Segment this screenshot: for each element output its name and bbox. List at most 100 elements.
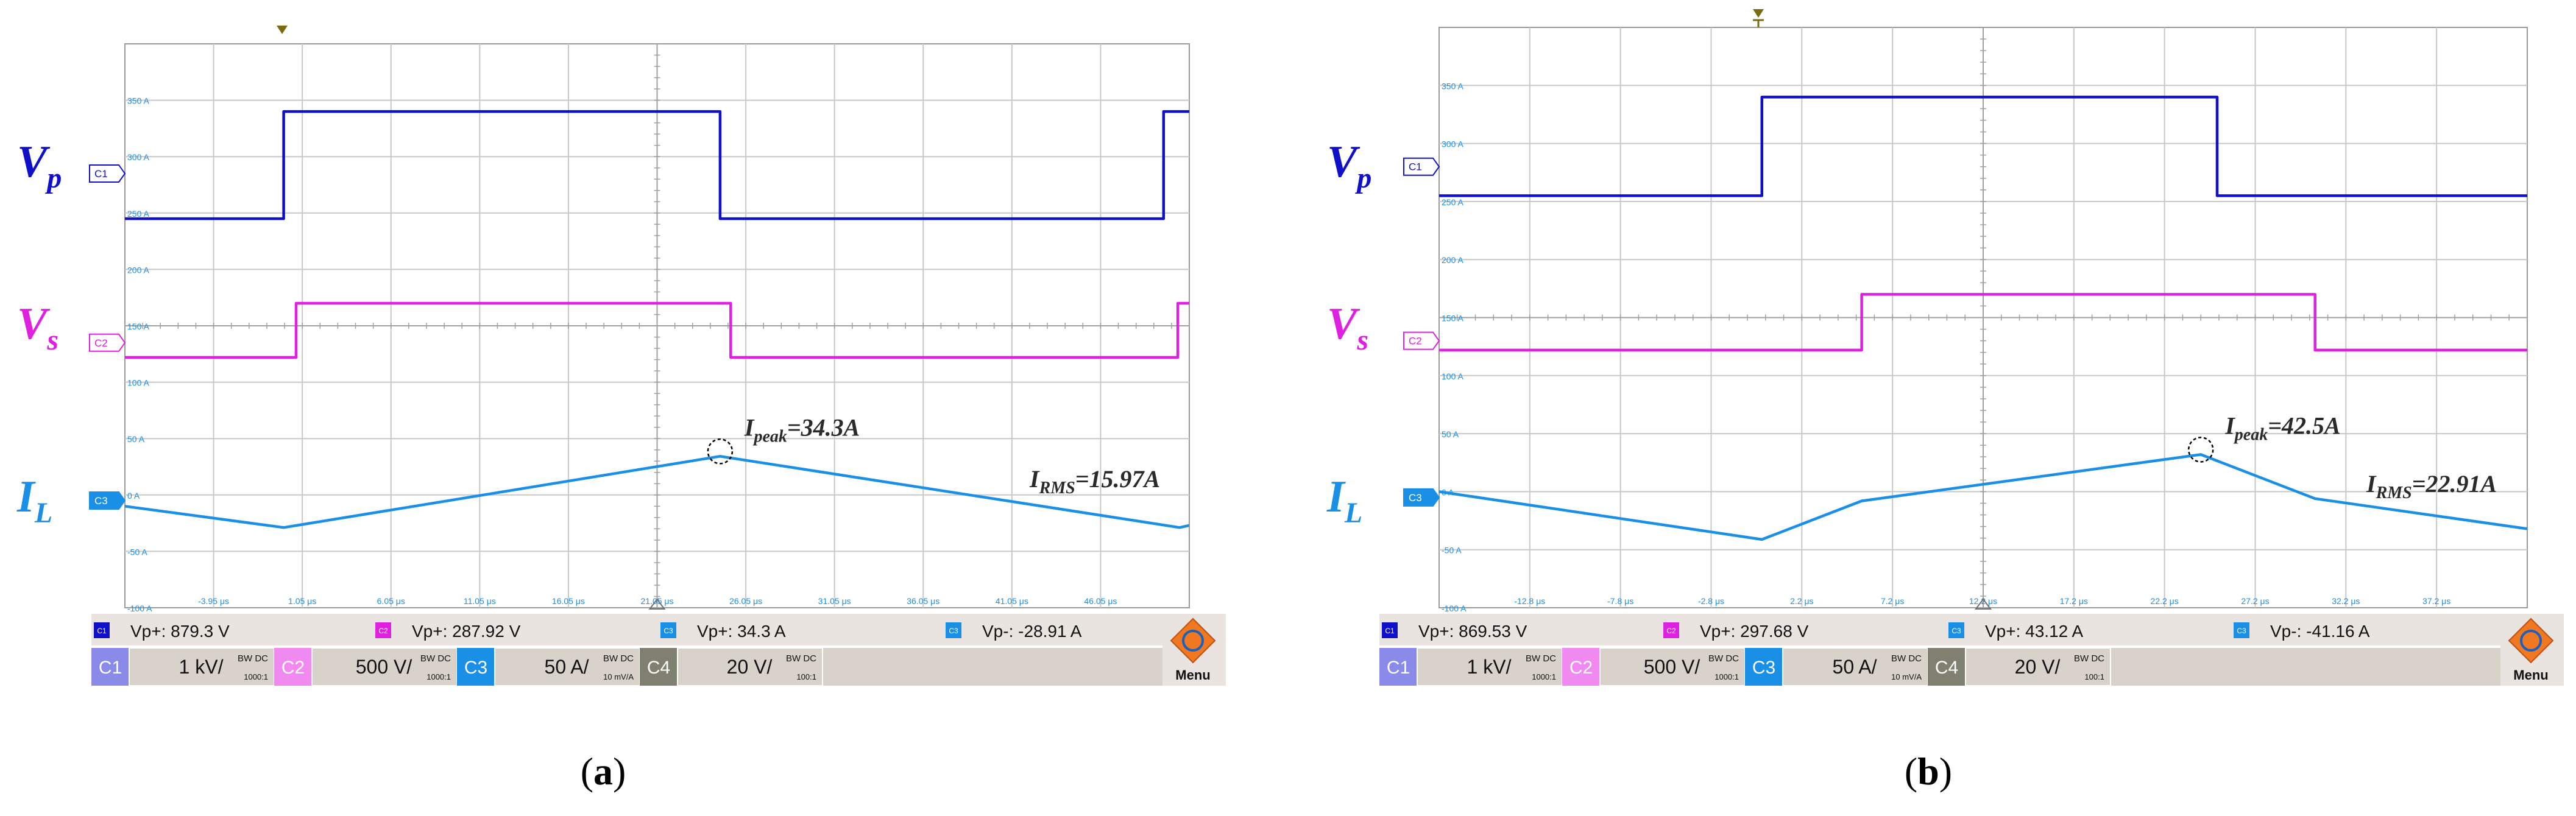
x-tick-label: 32.2 μs xyxy=(2332,596,2360,606)
measurement-channel-swatch xyxy=(1663,622,1679,638)
x-tick-label: 27.2 μs xyxy=(2241,596,2269,606)
trace-vs xyxy=(125,301,1189,359)
channel-tab-label: C2 xyxy=(1569,658,1593,678)
measurement-value: Vp+: 879.3 V xyxy=(130,622,230,641)
channel-offset-marker xyxy=(1403,331,1440,350)
x-tick-label: 17.2 μs xyxy=(2060,596,2088,606)
y-tick-label: 100 A xyxy=(127,378,149,388)
channel-tab xyxy=(274,648,312,686)
channel-tab xyxy=(91,648,129,686)
measurement-channel-label: C3 xyxy=(1951,627,1961,635)
x-tick-label: -3.95 μs xyxy=(198,596,229,606)
channel-scale: 1 kV/ xyxy=(1467,656,1512,678)
y-tick-label: 250 A xyxy=(1442,197,1463,207)
channel-tab-label: C3 xyxy=(464,658,487,678)
y-tick-label: -100 A xyxy=(127,603,152,613)
measurement-channel-label: C2 xyxy=(378,627,388,635)
measurement-channel-label: C1 xyxy=(97,627,107,635)
channel-offset-marker xyxy=(1403,488,1440,507)
trace-vp xyxy=(125,110,1189,220)
channel-offset-label: C3 xyxy=(1409,492,1422,504)
channel-tab xyxy=(640,648,678,686)
y-tick-label: 50 A xyxy=(1442,429,1459,439)
peak-marker-circle xyxy=(707,438,734,465)
x-tick-label: -7.8 μs xyxy=(1607,596,1633,606)
channel-bw: BW DC xyxy=(420,653,451,664)
channel-setting-cell xyxy=(677,647,823,686)
x-tick-label: 11.05 μs xyxy=(464,596,496,606)
measurement-bar xyxy=(1379,614,2564,645)
channel-tab-label: C2 xyxy=(281,658,305,678)
channel-tab-label: C4 xyxy=(1935,658,1958,678)
trace-vp xyxy=(1439,96,2527,197)
channel-offset-label: C2 xyxy=(1409,336,1422,347)
channel-ratio: 10 mV/A xyxy=(603,672,634,681)
y-tick-label: 0 A xyxy=(127,491,140,501)
measurement-channel-swatch xyxy=(1948,622,1964,638)
caption-b: (b) xyxy=(1904,750,1953,793)
measurement-channel-swatch xyxy=(1382,622,1398,638)
measurement-channel-label: C2 xyxy=(1666,627,1676,635)
caption-a: (a) xyxy=(580,750,626,793)
channel-setting-cell xyxy=(311,647,458,686)
peak-annotation: Ipeak=42.5A xyxy=(2224,412,2341,444)
y-tick-label: 300 A xyxy=(127,152,149,162)
x-tick-label: 21.05 μs xyxy=(641,596,674,606)
measurement-channel-swatch xyxy=(660,622,676,638)
x-tick-label: 41.05 μs xyxy=(996,596,1028,606)
trace-label-vp: Vp xyxy=(17,137,62,194)
trigger-marker-icon xyxy=(277,26,288,34)
channel-scale: 500 V/ xyxy=(356,656,412,678)
x-tick-label: 6.05 μs xyxy=(377,596,405,606)
measurement-channel-label: C3 xyxy=(949,627,958,635)
channel-bw: BW DC xyxy=(1526,653,1556,664)
peak-annotation: Ipeak=34.3A xyxy=(744,413,860,446)
menu-label: Menu xyxy=(1175,667,1210,683)
channel-offset-label: C1 xyxy=(1409,161,1422,173)
trigger-marker-icon xyxy=(1753,9,1764,18)
y-tick-label: 150 A xyxy=(1442,314,1463,323)
measurement-value: Vp+: 869.53 V xyxy=(1418,622,1527,641)
trace-label-vs: Vs xyxy=(17,299,58,356)
measurement-value: Vp+: 297.68 V xyxy=(1700,622,1809,641)
channel-scale: 20 V/ xyxy=(727,656,773,678)
channel-offset-marker xyxy=(1403,157,1440,176)
channel-setting-cell xyxy=(494,647,640,686)
channel-tab xyxy=(457,648,495,686)
rms-annotation: IRMS=22.91A xyxy=(2366,470,2497,502)
x-tick-label: -2.8 μs xyxy=(1698,596,1724,606)
rms-annotation: IRMS=15.97A xyxy=(1029,465,1160,498)
scope-panel-a: 350 A 300 A 250 A 200 A 150 A 100 A 50 A 0 A -50… xyxy=(0,0,1288,731)
menu-logo-icon xyxy=(2520,630,2542,652)
measurement-channel-label: C3 xyxy=(2237,627,2246,635)
measurement-value: Vp+: 34.3 A xyxy=(697,622,786,641)
x-tick-label: 16.05 μs xyxy=(552,596,585,606)
x-tick-label: 1.05 μs xyxy=(288,596,316,606)
channel-tab xyxy=(1562,648,1600,686)
x-tick-label: 26.05 μs xyxy=(729,596,762,606)
channel-offset-marker xyxy=(89,333,126,352)
menu-label: Menu xyxy=(2513,667,2548,683)
measurement-channel-label: C1 xyxy=(1385,627,1395,635)
channel-bw: BW DC xyxy=(2074,653,2104,664)
channel-scale: 50 A/ xyxy=(1833,656,1877,678)
measurement-channel-swatch xyxy=(375,622,391,638)
channel-ratio: 1000:1 xyxy=(1532,672,1556,681)
measurement-value: Vp+: 43.12 A xyxy=(1985,622,2083,641)
channel-setting-cell xyxy=(129,647,275,686)
channel-tab-label: C1 xyxy=(1387,658,1410,678)
measurement-channel-swatch xyxy=(94,622,110,638)
channel-offset-marker xyxy=(89,164,126,183)
channel-offset-label: C2 xyxy=(94,337,108,349)
y-tick-label: 150 A xyxy=(127,322,149,331)
channel-ratio: 100:1 xyxy=(796,672,816,681)
trace-label-il: IL xyxy=(16,472,52,529)
trace-label-il: IL xyxy=(1326,472,1362,529)
channel-scale: 20 V/ xyxy=(2015,656,2061,678)
measurement-bar xyxy=(91,614,1226,645)
menu-logo-icon xyxy=(1182,630,1204,652)
channel-bw: BW DC xyxy=(1708,653,1739,664)
channel-ratio: 1000:1 xyxy=(244,672,268,681)
measurement-channel-label: C3 xyxy=(663,627,673,635)
